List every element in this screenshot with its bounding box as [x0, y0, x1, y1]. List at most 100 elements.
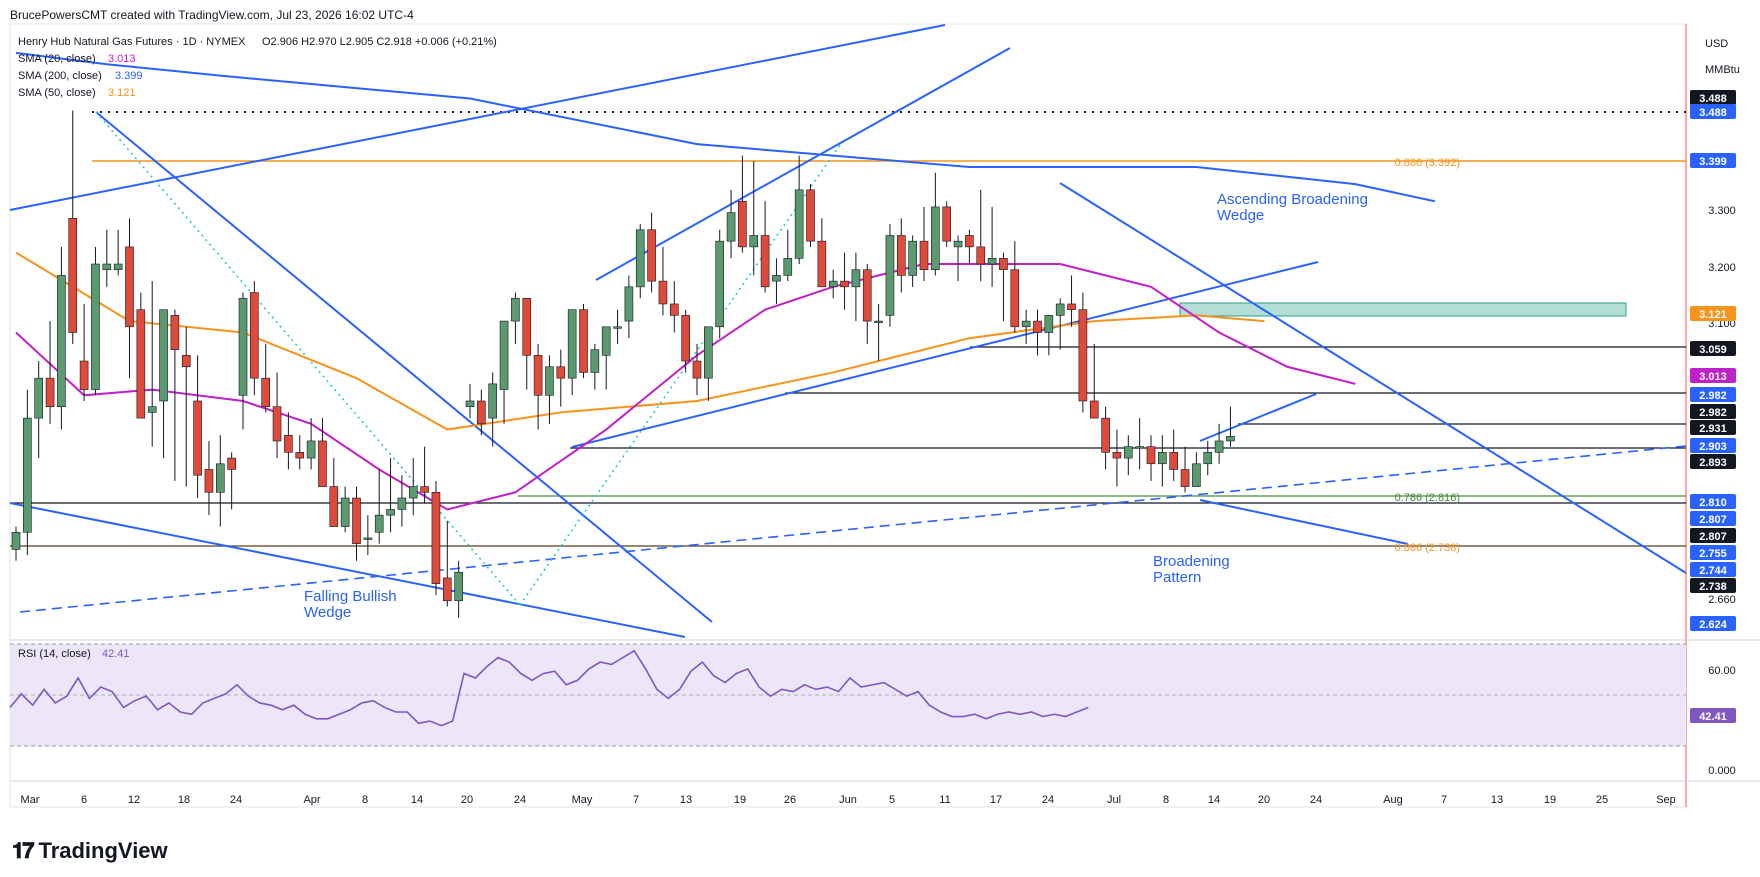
fib-786-label: 0.786 (2.816) [1395, 492, 1460, 504]
price-label-box [1690, 454, 1736, 469]
candlestick-series [11, 110, 1235, 618]
price-label-text: 3.488 [1699, 93, 1727, 105]
candle-up [987, 258, 997, 265]
date-tick: 5 [889, 794, 895, 806]
candle-up [454, 571, 463, 602]
candle-down [204, 469, 214, 493]
price-label-box [1690, 511, 1736, 526]
date-tick: 20 [1258, 794, 1270, 806]
candle-up [1055, 303, 1065, 316]
price-label-box [1690, 545, 1736, 560]
price-label-text: 3.013 [1699, 371, 1727, 383]
broadening-lower-line [1199, 499, 1409, 545]
candle-up [488, 383, 498, 419]
resistance-zone [1179, 302, 1627, 317]
candle-down [79, 360, 89, 390]
candle-up [11, 531, 21, 550]
candle-up [624, 286, 634, 322]
sma50-line [15, 251, 1265, 431]
price-label-text: 2.755 [1699, 548, 1727, 560]
candle-down [760, 235, 770, 288]
candle-up [931, 206, 940, 271]
candle-up [91, 263, 100, 390]
price-label-text: 2.810 [1699, 497, 1727, 509]
sma200-legend-value: 3.399 [115, 70, 143, 82]
price-label-box [1690, 341, 1736, 356]
candle-up [57, 275, 66, 407]
candle-down [965, 235, 974, 248]
candle-down [193, 400, 202, 476]
time-axis[interactable]: Mar 6 12 18 24 Apr 8 14 20 24 May 7 13 19 26 Jun 5 11 17 24… [21, 794, 1676, 806]
candle-down [1033, 320, 1042, 333]
price-label-text: 2.903 [1699, 441, 1727, 453]
candle-down [669, 303, 679, 316]
candle-down [125, 246, 134, 328]
candle-down [250, 292, 259, 379]
candle-up [1158, 452, 1167, 465]
candle-up [772, 275, 781, 282]
ascending-wedge-upper-line [595, 47, 1011, 281]
date-tick: 11 [939, 794, 950, 806]
candle-down [579, 309, 588, 373]
sma50-legend-label: SMA (50, close) [18, 87, 96, 99]
candle-up [885, 235, 895, 316]
candle-up [1203, 452, 1213, 465]
date-tick: 24 [514, 794, 526, 806]
date-tick: Apr [303, 794, 320, 806]
price-label-box [1690, 404, 1736, 419]
price-tick-3200: 3.200 [1708, 262, 1736, 274]
fib-886-upper-label: 0.886 (3.392) [1395, 157, 1460, 169]
price-label-text: 3.059 [1699, 344, 1727, 356]
currency-label: USD [1705, 38, 1728, 50]
candle-up [953, 240, 963, 248]
candle-down [329, 486, 339, 527]
sma200-line [15, 51, 1435, 203]
candle-down [442, 577, 452, 602]
candle-down [352, 497, 361, 544]
price-label-text: 3.399 [1699, 156, 1727, 168]
rsi-line [9, 649, 1089, 727]
sma20-legend-label: SMA (20, close) [18, 53, 96, 65]
candle-up [102, 263, 112, 271]
candle-down [806, 189, 815, 242]
candle-up [1135, 446, 1144, 449]
candle-down [68, 218, 78, 333]
price-tick-2660: 2.660 [1708, 594, 1736, 606]
price-label-column: 3.488 3.488 3.399 3.121 3.059 3.013 2.982 2.982… [1690, 90, 1736, 723]
candle-up [159, 309, 168, 402]
candle-up [340, 497, 350, 527]
candle-down [227, 457, 236, 470]
candle-up [374, 514, 384, 533]
candle-down [658, 280, 668, 305]
falling-wedge-label-1: Falling Bullish [304, 588, 397, 605]
price-label-box [1690, 90, 1736, 105]
candle-up [363, 537, 373, 540]
candle-up [794, 189, 804, 259]
date-tick: 7 [633, 794, 639, 806]
candle-down [45, 377, 55, 407]
candle-down [533, 355, 543, 396]
price-label-box [1690, 528, 1736, 543]
dashed-support-trendline [19, 445, 1687, 613]
symbol-title: Henry Hub Natural Gas Futures · 1D · NYM… [18, 36, 246, 48]
price-label-box [1690, 494, 1736, 509]
candle-up [397, 497, 407, 510]
fib-886-lower-label: 0.886 (2.738) [1395, 542, 1460, 554]
candle-up [908, 240, 917, 276]
candle-up [1124, 446, 1133, 459]
date-tick: 24 [230, 794, 242, 806]
candle-up [1192, 463, 1201, 487]
price-label-text: 2.982 [1699, 390, 1727, 402]
date-tick: 14 [411, 794, 423, 806]
candle-up [34, 377, 44, 419]
candle-down [840, 280, 849, 288]
candle-down [896, 235, 906, 276]
candle-down [170, 315, 180, 350]
candle-down [136, 309, 146, 419]
date-tick: May [572, 794, 593, 806]
candle-up [306, 440, 316, 459]
broadening-upper-line [1199, 393, 1317, 442]
broadening-pattern-label-2: Pattern [1153, 569, 1201, 586]
